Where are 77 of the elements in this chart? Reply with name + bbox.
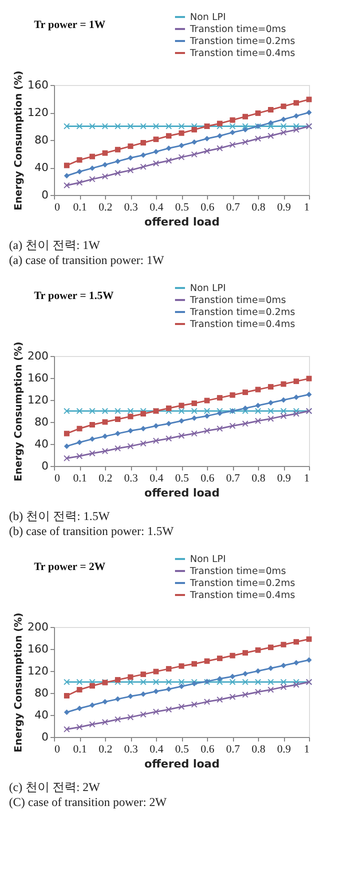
y-tick-label: 40 bbox=[34, 438, 48, 450]
x-tick-label: 1 bbox=[304, 202, 310, 214]
y-tick-label: 160 bbox=[28, 642, 48, 656]
x-tick-label: 0.1 bbox=[73, 472, 87, 484]
y-tick-label: 200 bbox=[28, 350, 48, 362]
legend-label: Non LPI bbox=[190, 283, 226, 294]
x-tick-label: 0.6 bbox=[200, 202, 215, 214]
y-tick-label: 0 bbox=[42, 460, 48, 472]
chart-title: Tr power = 2W bbox=[34, 561, 106, 573]
legend-label: Transtion time=0.2ms bbox=[189, 578, 296, 589]
x-tick-label: 0.8 bbox=[252, 472, 266, 484]
chart-title: Tr power = 1W bbox=[34, 19, 106, 31]
chart-title: Tr power = 1.5W bbox=[34, 290, 114, 302]
x-tick-label: 0.7 bbox=[226, 202, 240, 214]
x-tick-label: 0.8 bbox=[252, 202, 266, 214]
y-tick-label: 120 bbox=[28, 394, 48, 406]
legend-label: Non LPI bbox=[190, 554, 226, 565]
x-tick-label: 0.9 bbox=[277, 202, 292, 214]
x-tick-label: 0.9 bbox=[277, 744, 292, 756]
y-tick-label: 200 bbox=[28, 620, 48, 634]
x-tick-label: 0.5 bbox=[175, 202, 190, 214]
x-tick-label: 0 bbox=[54, 472, 60, 484]
legend-label: Transtion time=0.2ms bbox=[189, 36, 296, 47]
legend-label: Transtion time=0.4ms bbox=[189, 590, 296, 601]
x-axis-title: offered load bbox=[144, 486, 220, 500]
y-tick-label: 160 bbox=[28, 372, 48, 384]
x-tick-label: 0.6 bbox=[200, 472, 215, 484]
x-tick-label: 0.1 bbox=[73, 202, 87, 214]
x-tick-label: 1 bbox=[304, 472, 310, 484]
x-tick-label: 0.2 bbox=[98, 202, 112, 214]
x-tick-label: 1 bbox=[304, 744, 310, 756]
legend-label: Transtion time=0ms bbox=[189, 566, 286, 577]
x-tick-label: 0.3 bbox=[124, 472, 138, 484]
text: (b) case of transition power: 1.5W bbox=[9, 524, 174, 538]
y-tick-label: 160 bbox=[28, 78, 48, 92]
y-axis-title: Energy Consumption (%) bbox=[14, 342, 25, 482]
x-axis-title: offered load bbox=[144, 758, 220, 770]
legend-label: Transtion time=0ms bbox=[189, 24, 286, 35]
x-tick-label: 0.3 bbox=[124, 744, 138, 756]
x-tick-label: 0.4 bbox=[150, 472, 164, 484]
x-tick-label: 0.2 bbox=[98, 744, 112, 756]
x-tick-label: 0 bbox=[54, 744, 60, 756]
text: (c) 천이 전력: 2W bbox=[9, 780, 101, 794]
x-axis-title: offered load bbox=[144, 216, 220, 228]
x-tick-label: 0.5 bbox=[175, 744, 190, 756]
legend-label: Transtion time=0ms bbox=[189, 295, 286, 306]
y-tick-label: 0 bbox=[42, 188, 48, 202]
x-tick-label: 0.3 bbox=[124, 202, 138, 214]
x-tick-label: 0.9 bbox=[277, 472, 292, 484]
x-tick-label: 0 bbox=[54, 202, 60, 214]
legend-label: Transtion time=0.2ms bbox=[189, 307, 296, 318]
y-tick-label: 40 bbox=[34, 161, 48, 174]
legend-label: Transtion time=0.4ms bbox=[189, 319, 296, 330]
text: (b) 천이 전력: 1.5W bbox=[9, 509, 110, 523]
x-tick-label: 0.5 bbox=[175, 472, 190, 484]
y-axis-title: Energy Consumption (%) bbox=[14, 612, 25, 752]
y-tick-label: 80 bbox=[34, 134, 48, 146]
text: (a) 천이 전력: 1W bbox=[9, 238, 101, 252]
y-tick-label: 40 bbox=[34, 708, 48, 722]
y-tick-label: 0 bbox=[42, 730, 48, 744]
y-axis-title: Energy Consumption (%) bbox=[14, 70, 25, 210]
text: (a) case of transition power: 1W bbox=[9, 253, 165, 267]
x-tick-label: 0.6 bbox=[200, 744, 215, 756]
x-tick-label: 0.7 bbox=[226, 744, 240, 756]
text: (C) case of transition power: 2W bbox=[9, 795, 168, 809]
y-tick-label: 80 bbox=[34, 416, 48, 428]
x-tick-label: 0.2 bbox=[98, 472, 112, 484]
y-tick-label: 120 bbox=[28, 664, 48, 678]
x-tick-label: 0.4 bbox=[150, 744, 164, 756]
y-tick-label: 120 bbox=[28, 106, 48, 119]
x-tick-label: 0.7 bbox=[226, 472, 240, 484]
x-tick-label: 0.1 bbox=[73, 744, 87, 756]
x-tick-label: 0.4 bbox=[150, 202, 164, 214]
x-tick-label: 0.8 bbox=[252, 744, 266, 756]
legend-label: Transtion time=0.4ms bbox=[189, 48, 296, 59]
legend-label: Non LPI bbox=[190, 12, 226, 23]
y-tick-label: 80 bbox=[34, 686, 48, 700]
